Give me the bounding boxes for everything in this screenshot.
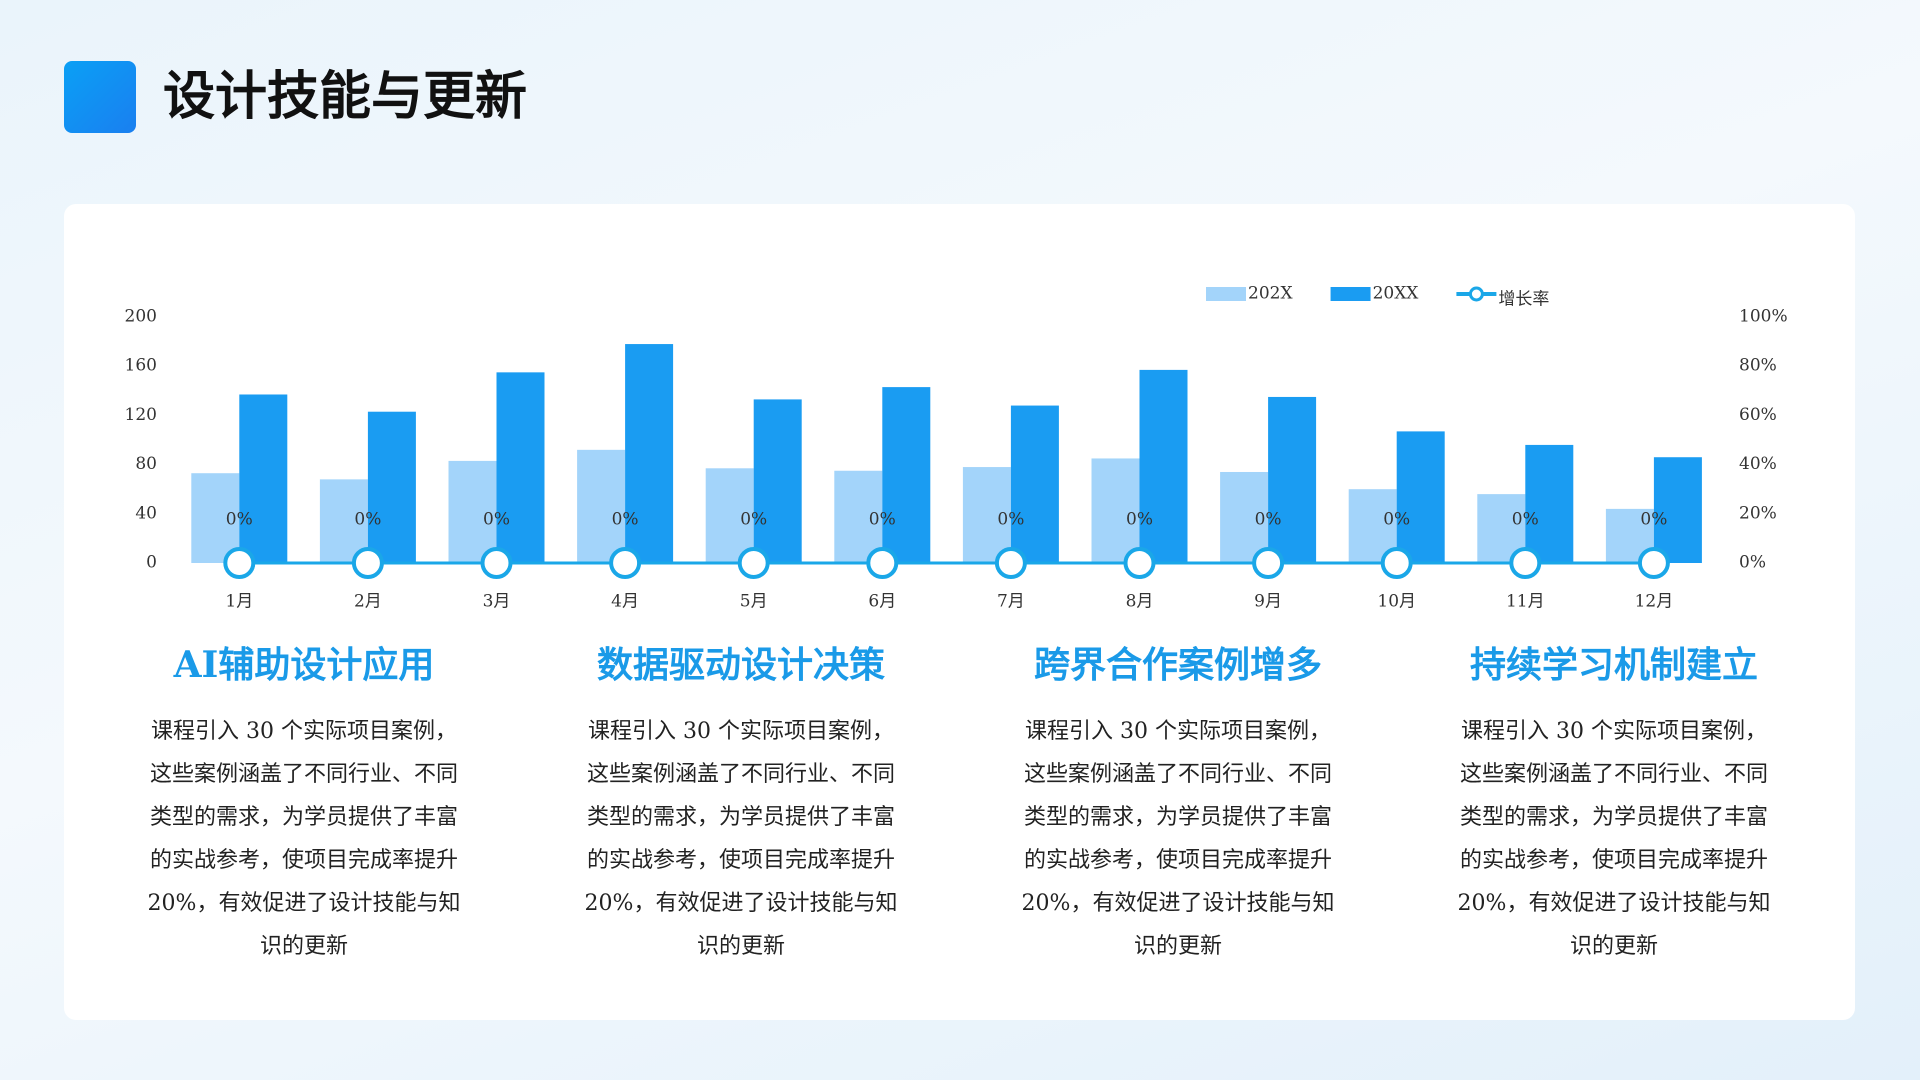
bar — [577, 449, 626, 563]
card-title: 跨界合作案例增多 — [1033, 644, 1322, 686]
x-tick-label: 4月 — [611, 592, 639, 612]
line-point — [1637, 547, 1670, 579]
data-label: 0% — [354, 510, 381, 530]
line-point — [609, 547, 642, 579]
feature-card: 持续学习机制建立课程引入 30 个实际项目案例，这些案例涵盖了不同行业、不同类型… — [1434, 640, 1794, 968]
x-tick-label: 11月 — [1506, 592, 1545, 612]
x-tick-label: 12月 — [1635, 592, 1674, 612]
feature-card: AI辅助设计应用课程引入 30 个实际项目案例，这些案例涵盖了不同行业、不同类型… — [124, 640, 484, 968]
bar — [319, 479, 368, 563]
y-tick-label: 160 — [125, 356, 157, 376]
bar — [1396, 431, 1445, 563]
line-point — [480, 547, 513, 579]
bar — [834, 470, 883, 563]
data-label: 0% — [483, 510, 510, 530]
data-label: 0% — [1126, 510, 1153, 530]
line-point — [1380, 547, 1413, 579]
y-tick-label: 200 — [125, 307, 157, 327]
y-tick-label: 40 — [135, 503, 157, 523]
data-label: 0% — [1383, 510, 1410, 530]
bar — [1139, 369, 1188, 563]
bar — [962, 467, 1011, 563]
x-tick-label: 7月 — [997, 592, 1025, 612]
bar — [1091, 458, 1140, 563]
bar — [448, 460, 497, 563]
bar — [1010, 405, 1059, 563]
bar — [753, 399, 802, 563]
legend-swatch — [1206, 287, 1246, 301]
line-point — [1509, 547, 1542, 579]
data-label: 0% — [997, 510, 1024, 530]
card-text: 课程引入 30 个实际项目案例，这些案例涵盖了不同行业、不同类型的需求，为学员提… — [584, 719, 898, 959]
line-point — [737, 547, 770, 579]
data-label: 0% — [869, 510, 896, 530]
bar — [1220, 471, 1269, 563]
line-point — [994, 547, 1027, 579]
line-point — [866, 547, 899, 579]
legend-label: 20XX — [1373, 284, 1420, 304]
data-label: 0% — [1640, 510, 1667, 530]
bar — [367, 411, 416, 563]
card-title: 数据驱动设计决策 — [596, 644, 885, 686]
bar — [705, 468, 754, 563]
bar — [1268, 396, 1317, 563]
y-tick-label: 80 — [135, 454, 157, 474]
bar — [1653, 457, 1702, 563]
x-tick-label: 6月 — [868, 592, 896, 612]
card-text: 课程引入 30 个实际项目案例，这些案例涵盖了不同行业、不同类型的需求，为学员提… — [1457, 719, 1771, 959]
feature-card: 数据驱动设计决策课程引入 30 个实际项目案例，这些案例涵盖了不同行业、不同类型… — [561, 640, 921, 968]
card-title: 持续学习机制建立 — [1469, 644, 1758, 686]
data-label: 0% — [1512, 510, 1539, 530]
bar — [625, 344, 674, 563]
line-point — [223, 547, 256, 579]
content-card — [64, 204, 1855, 1020]
x-tick-label: 8月 — [1126, 592, 1154, 612]
y2-tick-label: 20% — [1739, 503, 1777, 523]
bar — [496, 372, 545, 563]
card-title: AI辅助设计应用 — [173, 644, 435, 686]
slide-title: 设计技能与更新 — [163, 66, 528, 127]
y2-tick-label: 60% — [1739, 405, 1777, 425]
legend-swatch — [1468, 286, 1484, 302]
y-tick-label: 0 — [146, 553, 157, 573]
title-icon — [64, 61, 136, 133]
legend-label: 202X — [1248, 284, 1293, 304]
x-tick-label: 3月 — [483, 592, 511, 612]
y2-tick-label: 80% — [1739, 356, 1777, 376]
line-point — [351, 547, 384, 579]
feature-card: 跨界合作案例增多课程引入 30 个实际项目案例，这些案例涵盖了不同行业、不同类型… — [998, 640, 1358, 968]
x-tick-label: 9月 — [1254, 592, 1282, 612]
data-label: 0% — [226, 510, 253, 530]
bar — [882, 387, 931, 563]
y-tick-label: 120 — [125, 405, 157, 425]
bar — [1525, 444, 1574, 563]
line-point — [1123, 547, 1156, 579]
data-label: 0% — [740, 510, 767, 530]
data-label: 0% — [612, 510, 639, 530]
legend-label: 增长率 — [1498, 290, 1549, 310]
x-tick-label: 10月 — [1377, 592, 1416, 612]
line-point — [1252, 547, 1285, 579]
x-tick-label: 2月 — [354, 592, 382, 612]
x-tick-label: 5月 — [740, 592, 768, 612]
card-text: 课程引入 30 个实际项目案例，这些案例涵盖了不同行业、不同类型的需求，为学员提… — [147, 719, 461, 959]
y2-tick-label: 40% — [1739, 454, 1777, 474]
data-label: 0% — [1255, 510, 1282, 530]
y2-tick-label: 0% — [1739, 553, 1766, 573]
bar — [191, 473, 240, 563]
legend-swatch — [1330, 287, 1371, 301]
bar — [239, 394, 288, 563]
y2-tick-label: 100% — [1739, 307, 1788, 327]
x-tick-label: 1月 — [225, 592, 253, 612]
card-text: 课程引入 30 个实际项目案例，这些案例涵盖了不同行业、不同类型的需求，为学员提… — [1021, 719, 1335, 959]
